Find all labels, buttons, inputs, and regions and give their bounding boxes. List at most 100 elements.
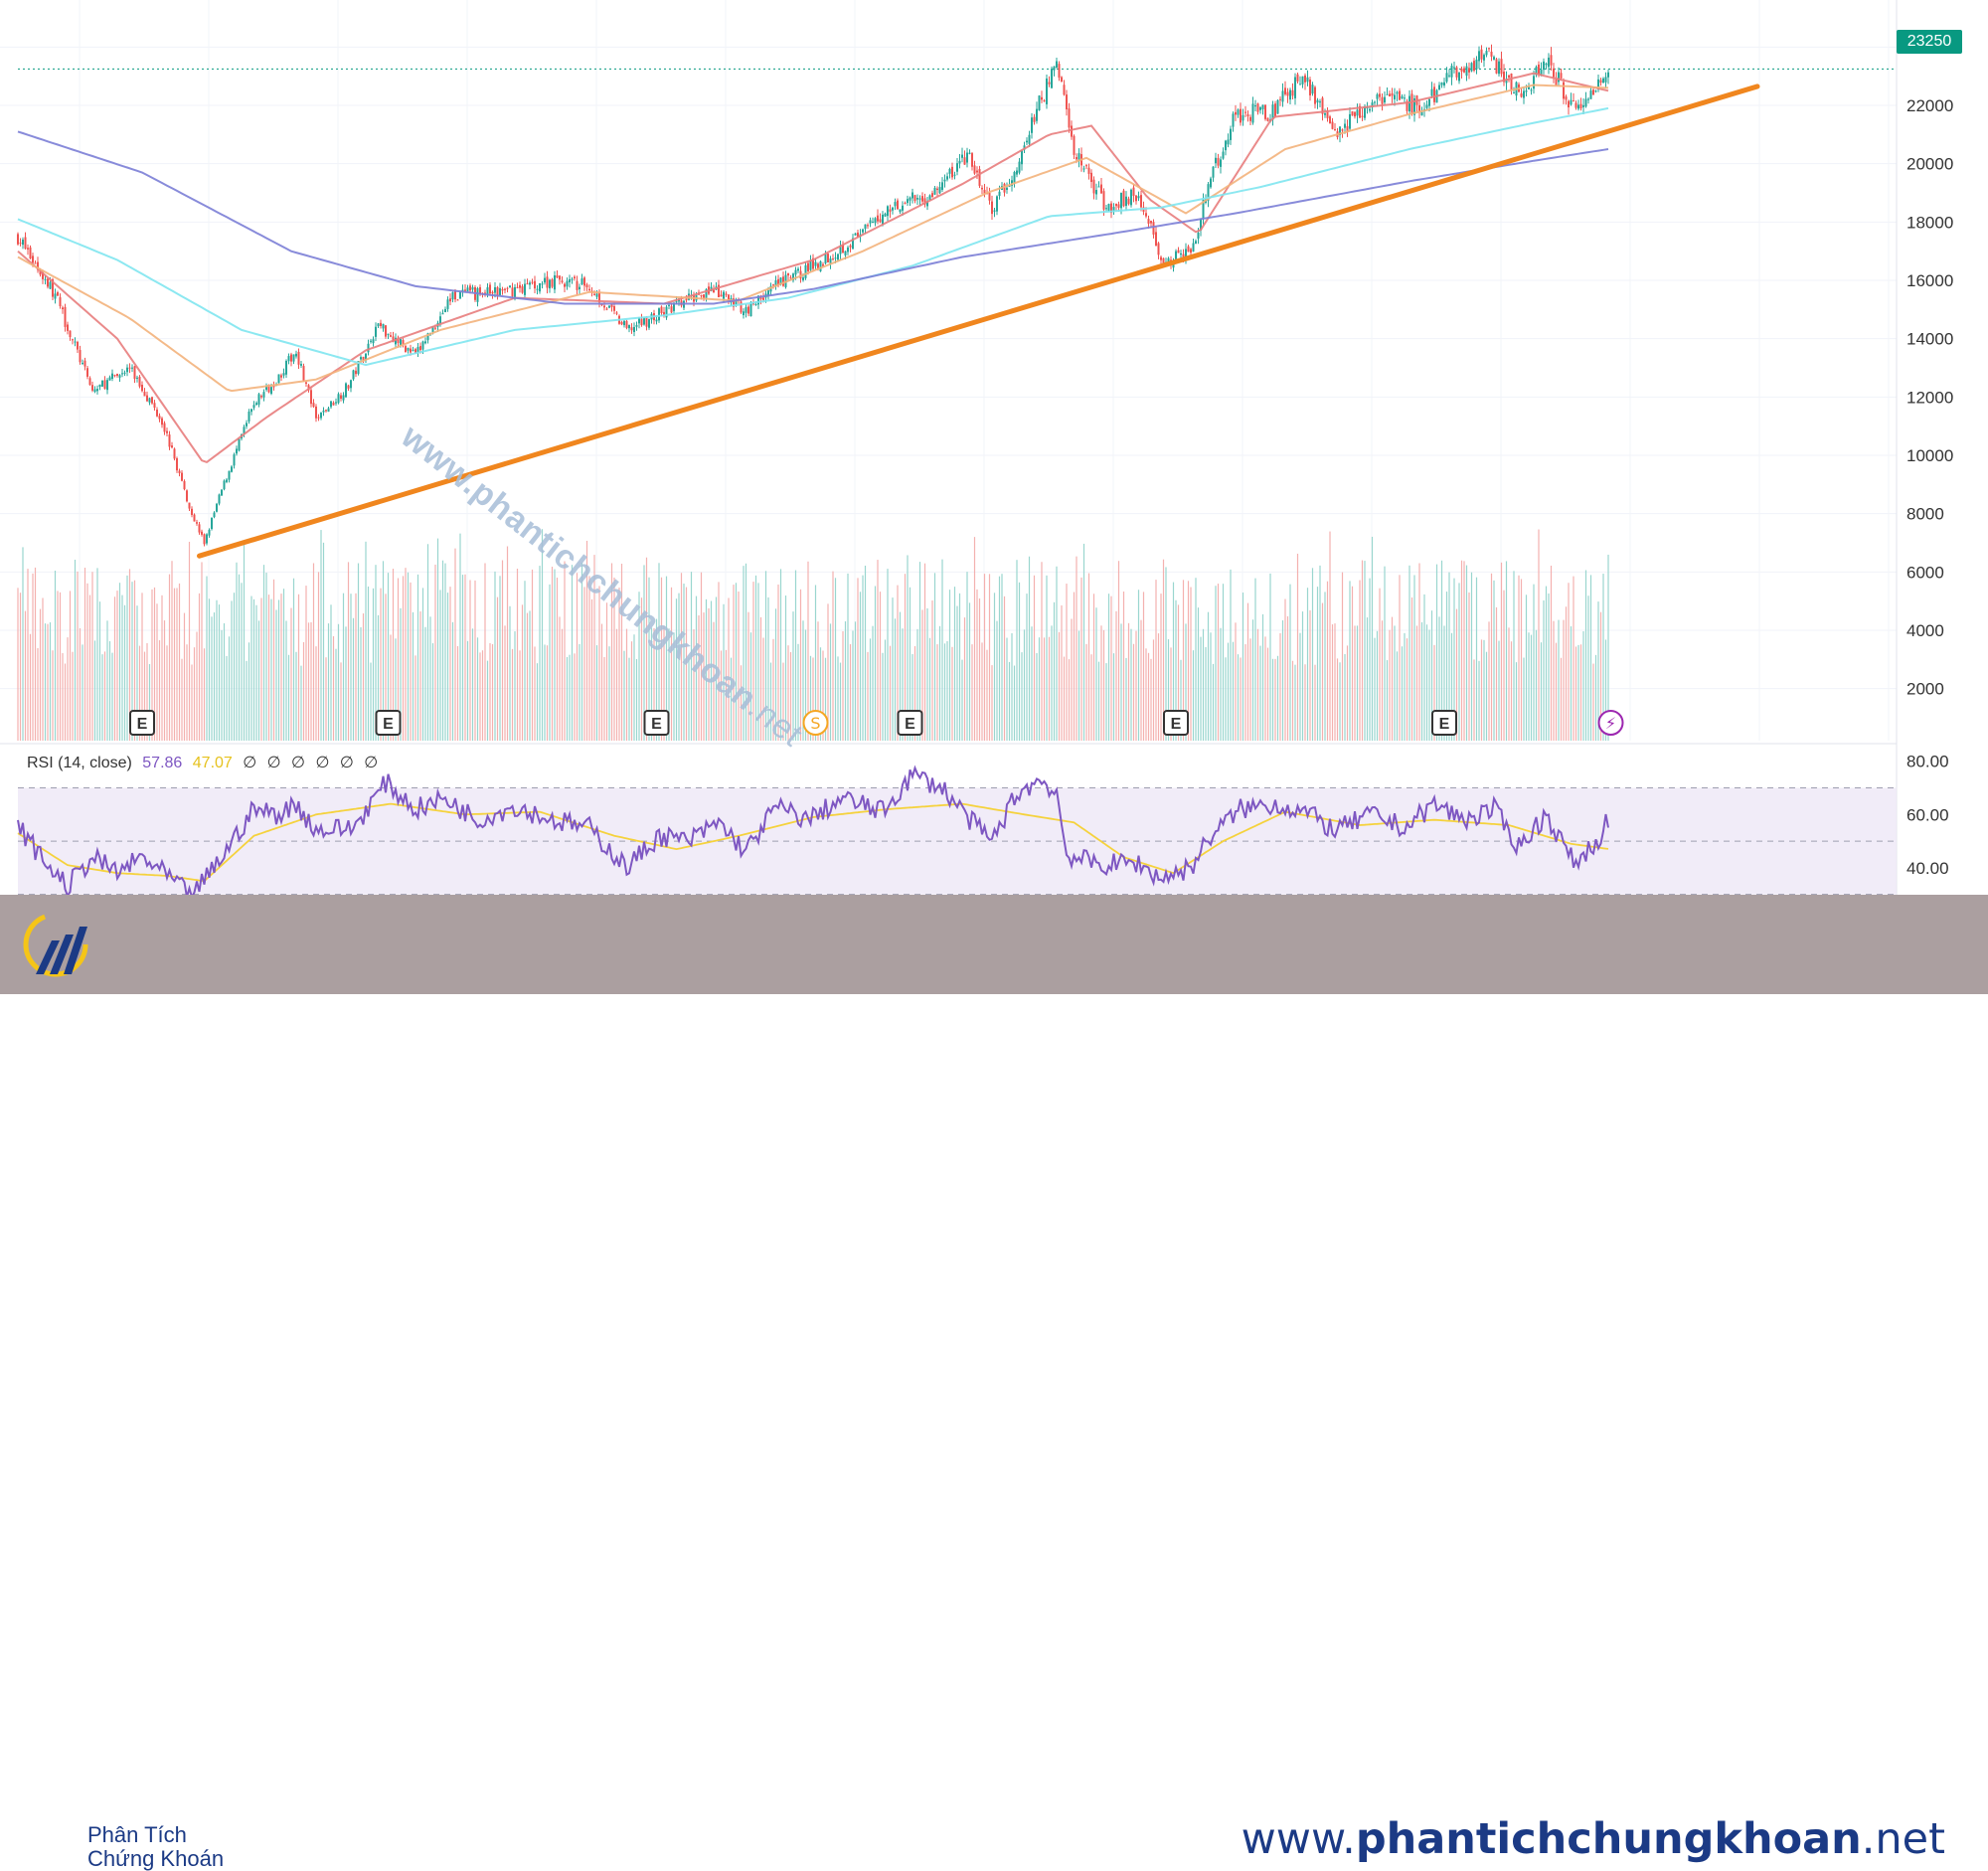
price-tick-label: 6000 xyxy=(1906,563,1944,582)
volume-bar xyxy=(516,569,519,741)
volume-bar xyxy=(872,625,874,741)
candle-body xyxy=(118,375,121,378)
candle-body xyxy=(1563,82,1565,99)
price-tick-label: 16000 xyxy=(1906,271,1953,290)
candle-body xyxy=(1140,195,1142,208)
volume-bar xyxy=(743,566,745,741)
candle-body xyxy=(441,313,444,315)
volume-bar xyxy=(1344,653,1346,741)
candle-body xyxy=(426,333,429,341)
volume-bar xyxy=(496,596,499,741)
volume-bar xyxy=(1190,587,1192,741)
candle-body xyxy=(1406,100,1408,111)
volume-bar xyxy=(1058,631,1061,741)
candle-body xyxy=(521,286,524,293)
volume-bar xyxy=(1445,592,1448,741)
candle-body xyxy=(449,298,451,302)
candle-body xyxy=(1274,103,1276,117)
volume-bar xyxy=(678,593,680,741)
volume-bar xyxy=(665,576,668,741)
volume-bar xyxy=(539,566,541,741)
volume-bar xyxy=(1420,621,1423,741)
candle-body xyxy=(1053,66,1056,71)
volume-bar xyxy=(1597,601,1599,741)
volume-bar xyxy=(991,665,993,741)
candle-body xyxy=(1279,98,1281,100)
price-tick-label: 10000 xyxy=(1906,446,1953,465)
candle-body xyxy=(367,343,370,353)
candle-body xyxy=(844,251,847,255)
volume-bar xyxy=(121,595,123,741)
candle-body xyxy=(1230,128,1232,140)
volume-bar xyxy=(72,651,74,741)
candle-body xyxy=(1210,178,1212,188)
candle-body xyxy=(1584,98,1587,107)
candle-body xyxy=(1498,61,1500,75)
candle-body xyxy=(1490,51,1493,57)
candle-body xyxy=(556,275,559,278)
volume-bar xyxy=(740,665,743,741)
volume-bar xyxy=(839,662,842,741)
candle-body xyxy=(613,306,615,311)
candle-body xyxy=(887,206,889,217)
volume-bar xyxy=(968,602,971,741)
candle-body xyxy=(849,245,852,248)
candle-body xyxy=(1341,129,1344,131)
candle-body xyxy=(206,534,208,544)
volume-bar xyxy=(1003,595,1006,741)
site-url[interactable]: www.phantichchungkhoan.net xyxy=(1242,1813,1945,1865)
candle-body xyxy=(1500,59,1503,75)
volume-bar xyxy=(332,636,335,741)
candle-body xyxy=(1254,105,1256,107)
volume-bar xyxy=(792,611,794,741)
volume-bar xyxy=(367,586,370,741)
volume-bar xyxy=(700,572,703,741)
volume-bar xyxy=(410,582,412,741)
candle-body xyxy=(1031,117,1033,133)
volume-bar xyxy=(456,645,459,741)
candle-body xyxy=(660,306,663,313)
candle-body xyxy=(454,290,456,300)
candle-body xyxy=(1155,232,1157,247)
candle-body xyxy=(1135,195,1137,202)
volume-bar xyxy=(419,611,421,741)
volume-bar xyxy=(794,570,797,741)
site-prefix: www. xyxy=(1241,1814,1356,1864)
volume-bar xyxy=(345,626,347,741)
candle-body xyxy=(1483,55,1485,61)
volume-bar xyxy=(1418,563,1420,741)
candle-body xyxy=(767,290,769,297)
volume-bar xyxy=(275,609,277,741)
candle-body xyxy=(673,302,675,311)
volume-bar xyxy=(827,603,829,741)
volume-bar xyxy=(1475,577,1478,741)
volume-bar xyxy=(1351,586,1354,741)
volume-bar xyxy=(1359,580,1361,741)
volume-bar xyxy=(630,641,633,741)
volume-bar xyxy=(754,575,757,741)
volume-bar xyxy=(49,622,52,741)
candle-body xyxy=(1215,157,1217,164)
candle-body xyxy=(96,389,98,392)
candle-body xyxy=(1430,88,1433,96)
candle-body xyxy=(405,346,407,353)
candle-body xyxy=(1448,75,1450,77)
volume-bar xyxy=(551,567,554,741)
volume-bar xyxy=(295,651,297,741)
volume-bar xyxy=(183,612,186,741)
volume-bar xyxy=(832,571,834,741)
volume-bar xyxy=(1553,620,1555,741)
candle-body xyxy=(272,385,275,388)
candle-body xyxy=(238,438,241,451)
candle-body xyxy=(267,384,270,393)
volume-bar xyxy=(1031,626,1033,741)
candle-body xyxy=(1011,180,1013,186)
site-brand: phantichchungkhoan xyxy=(1355,1814,1862,1864)
volume-bar xyxy=(849,644,852,741)
candle-body xyxy=(1051,69,1053,88)
candle-body xyxy=(181,472,183,481)
volume-bar xyxy=(1026,594,1028,741)
volume-bar xyxy=(1242,593,1244,741)
volume-bar xyxy=(1281,620,1284,741)
candle-body xyxy=(434,327,436,329)
